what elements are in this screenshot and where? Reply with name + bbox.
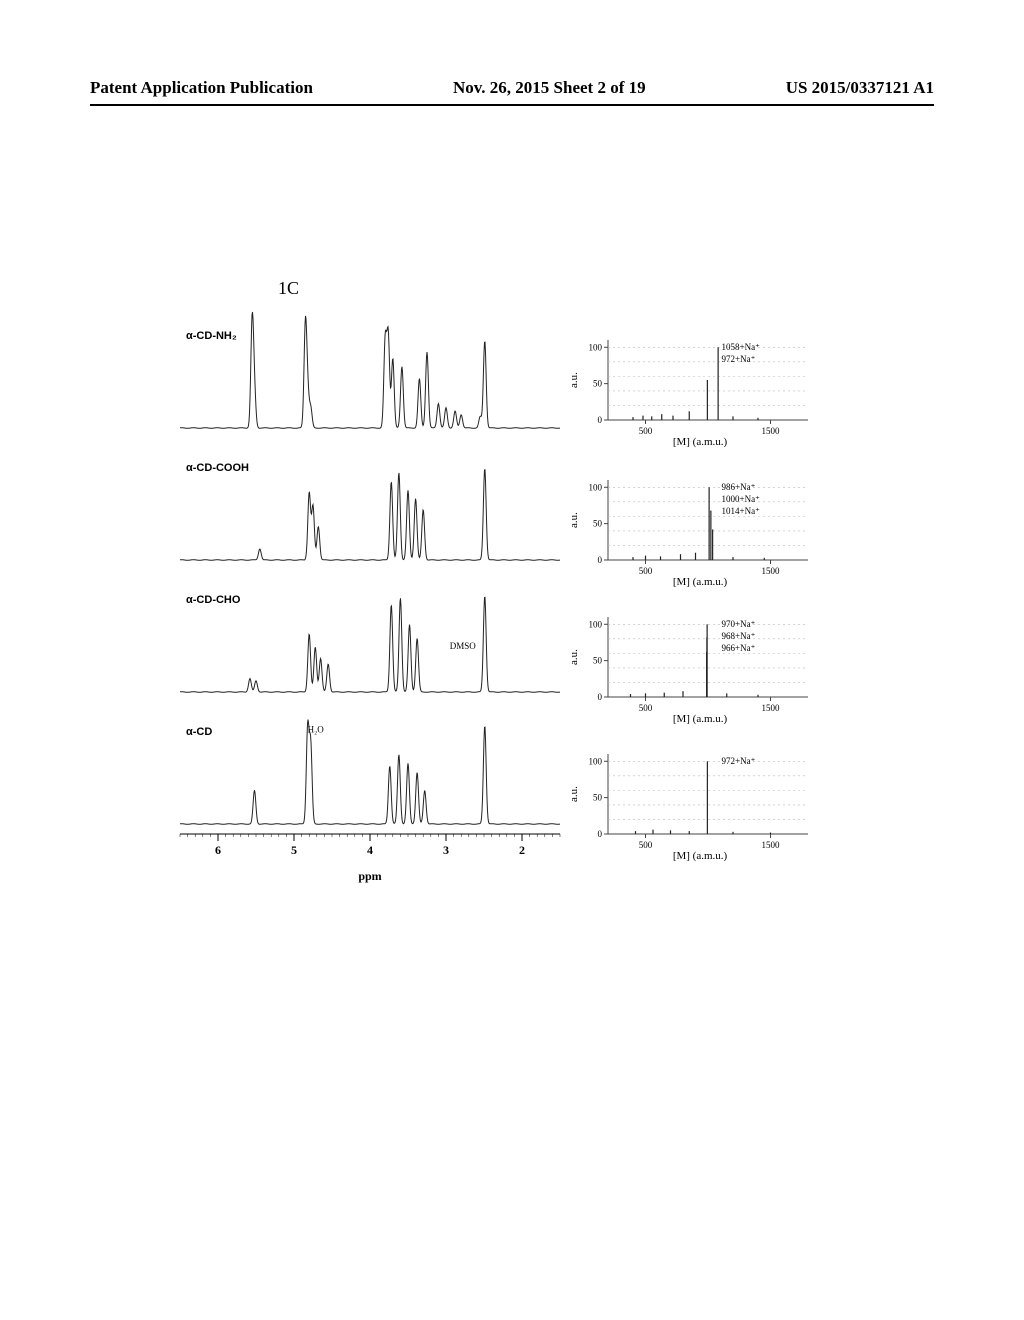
ms-peak-annotation: 1058+Na⁺ — [722, 342, 761, 352]
ms-ytick-label: 0 — [598, 692, 603, 702]
nmr-panel: α-CD-NH₂ — [180, 310, 560, 442]
figure-container: α-CD-NH₂ α-CD-COOH DMSO α-CD-CHO H₂O α-CD 6 5 4 3… — [180, 310, 860, 870]
ms-xtick-label: 1500 — [762, 703, 781, 713]
header-rule — [90, 104, 934, 106]
ms-ytick-label: 50 — [593, 656, 603, 666]
ms-xlabel: [M] (a.m.u.) — [580, 436, 820, 448]
ms-xtick-label: 500 — [639, 840, 653, 850]
ms-spectrum: 0 50 100 500 1500 1058+Na⁺ 972+Na⁺ — [580, 328, 820, 448]
ms-xtick-label: 500 — [639, 426, 653, 436]
ms-ytick-label: 50 — [593, 519, 603, 529]
ms-panel: 0501005001500970+Na⁺968+Na⁺966+Na⁺a.u.[M… — [580, 605, 820, 725]
ms-ytick-label: 0 — [598, 415, 603, 425]
nmr-compound-label: α-CD-COOH — [186, 462, 249, 474]
nmr-panel: α-CD-COOH — [180, 442, 560, 574]
solvent-label: H₂O — [308, 725, 325, 735]
nmr-spectrum — [180, 310, 560, 442]
ms-ytick-label: 50 — [593, 793, 603, 803]
ms-ytick-label: 100 — [589, 619, 603, 629]
ms-spectrum: 0 50 100 500 1500 970+Na⁺ 968+Na⁺ 966+Na⁺ — [580, 605, 820, 725]
nmr-xaxis: 65432ppm — [180, 832, 560, 862]
ms-ytick-label: 0 — [598, 829, 603, 839]
ms-ylabel: a.u. — [568, 786, 580, 802]
nmr-panel: DMSO α-CD-CHO — [180, 574, 560, 706]
ms-xlabel: [M] (a.m.u.) — [580, 576, 820, 588]
ms-peak-annotation: 986+Na⁺ — [722, 482, 756, 492]
ms-panel: 0501005001500986+Na⁺1000+Na⁺1014+Na⁺a.u.… — [580, 468, 820, 588]
ms-panel: 0501005001500972+Na⁺a.u.[M] (a.m.u.) — [580, 742, 820, 862]
nmr-xtick-label: 5 — [291, 843, 297, 857]
ms-ylabel: a.u. — [568, 372, 580, 388]
ms-xlabel: [M] (a.m.u.) — [580, 850, 820, 862]
ms-ytick-label: 100 — [589, 342, 603, 352]
ms-ytick-label: 0 — [598, 555, 603, 565]
nmr-panel: H₂O α-CD — [180, 706, 560, 838]
ms-xtick-label: 1500 — [762, 840, 781, 850]
figure-label: 1C — [278, 278, 299, 299]
ms-xtick-label: 1500 — [762, 566, 781, 576]
ms-ytick-label: 100 — [589, 482, 603, 492]
header-right: US 2015/0337121 A1 — [786, 78, 934, 98]
header-left: Patent Application Publication — [90, 78, 313, 98]
ms-xtick-label: 1500 — [762, 426, 781, 436]
nmr-compound-label: α-CD-NH₂ — [186, 330, 237, 342]
nmr-spectrum: H₂O — [180, 706, 560, 838]
ms-peak-annotation: 966+Na⁺ — [722, 643, 756, 653]
ms-peak-annotation: 972+Na⁺ — [722, 354, 756, 364]
ms-xtick-label: 500 — [639, 566, 653, 576]
nmr-xtick-label: 6 — [215, 843, 221, 857]
nmr-xaxis-label: ppm — [180, 869, 560, 884]
header-center: Nov. 26, 2015 Sheet 2 of 19 — [453, 78, 646, 98]
ms-peak-annotation: 1014+Na⁺ — [722, 506, 761, 516]
ms-panel: 05010050015001058+Na⁺972+Na⁺a.u.[M] (a.m… — [580, 328, 820, 448]
solvent-label: DMSO — [450, 641, 477, 651]
nmr-column: α-CD-NH₂ α-CD-COOH DMSO α-CD-CHO H₂O α-CD 6 5 4 3… — [180, 310, 560, 870]
nmr-xtick-label: 3 — [443, 843, 449, 857]
ms-ylabel: a.u. — [568, 512, 580, 528]
ms-peak-annotation: 972+Na⁺ — [722, 756, 756, 766]
ms-peak-annotation: 1000+Na⁺ — [722, 494, 761, 504]
nmr-xtick-label: 4 — [367, 843, 373, 857]
nmr-compound-label: α-CD-CHO — [186, 594, 240, 606]
ms-peak-annotation: 970+Na⁺ — [722, 619, 756, 629]
ms-ytick-label: 100 — [589, 756, 603, 766]
ms-ylabel: a.u. — [568, 649, 580, 665]
ms-xlabel: [M] (a.m.u.) — [580, 713, 820, 725]
ms-column: 05010050015001058+Na⁺972+Na⁺a.u.[M] (a.m… — [580, 310, 840, 870]
ms-ytick-label: 50 — [593, 379, 603, 389]
ms-xtick-label: 500 — [639, 703, 653, 713]
ms-spectrum: 0 50 100 500 1500 986+Na⁺ 1000+Na⁺ 1014+Na⁺ — [580, 468, 820, 588]
ms-spectrum: 0 50 100 500 1500 972+Na⁺ — [580, 742, 820, 862]
ms-peak-annotation: 968+Na⁺ — [722, 631, 756, 641]
nmr-xtick-label: 2 — [519, 843, 525, 857]
nmr-compound-label: α-CD — [186, 726, 212, 738]
